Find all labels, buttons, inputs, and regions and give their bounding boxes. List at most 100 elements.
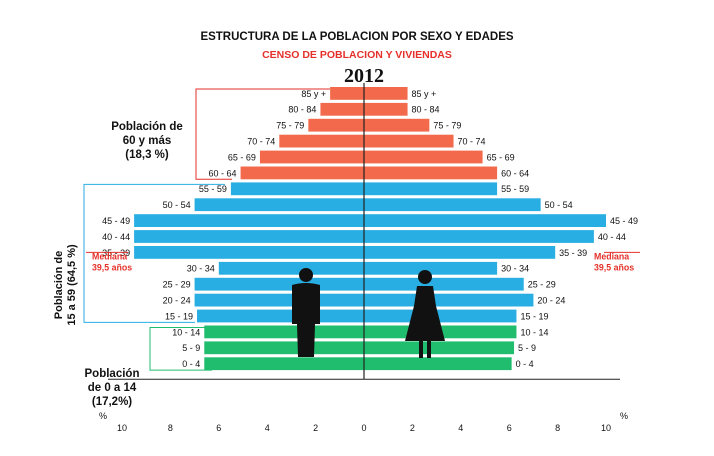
age-label-left-14: 15 - 19	[165, 311, 193, 321]
bar-left-5	[240, 166, 364, 180]
female-leg-left-icon	[419, 341, 423, 358]
bar-left-6	[230, 182, 364, 196]
male-body-icon	[292, 283, 320, 357]
bar-left-0	[330, 87, 364, 100]
age-label-right-5: 60 - 64	[501, 168, 529, 178]
x-tick-label-0: 10	[117, 423, 127, 433]
median-label-right-line-1: 39,5 años	[594, 262, 634, 272]
age-label-left-12: 25 - 29	[163, 280, 191, 290]
group-label-0-14-line-0: Población	[85, 368, 140, 380]
bar-left-10	[134, 246, 364, 259]
x-tick-label-7: 4	[458, 423, 463, 433]
group-label-0-14-line-2: (17,2%)	[92, 396, 132, 408]
age-label-left-6: 55 - 59	[199, 184, 227, 194]
bar-right-16	[364, 341, 515, 355]
bar-left-15	[204, 325, 364, 339]
bar-left-3	[279, 134, 364, 148]
bar-left-4	[259, 150, 364, 164]
age-label-left-1: 80 - 84	[288, 105, 316, 115]
bar-right-12	[364, 277, 524, 291]
age-label-left-9: 40 - 44	[102, 232, 130, 242]
group-label-60-plus-line-0: Población de	[111, 121, 183, 133]
x-tick-label-3: 4	[265, 423, 270, 433]
bar-right-10	[364, 246, 556, 259]
bar-right-2	[364, 118, 430, 132]
age-label-left-8: 45 - 49	[102, 216, 130, 226]
bar-right-4	[364, 150, 483, 164]
age-label-left-16: 5 - 9	[182, 343, 200, 353]
bar-right-17	[364, 357, 512, 371]
bar-right-14	[364, 309, 517, 323]
x-tick-label-5: 0	[361, 423, 366, 433]
median-label-left-line-1: 39,5 años	[92, 262, 132, 272]
age-label-right-9: 40 - 44	[598, 232, 626, 242]
age-label-right-12: 25 - 29	[528, 280, 556, 290]
x-tick-label-1: 8	[168, 423, 173, 433]
bar-right-6	[364, 182, 498, 196]
age-label-right-0: 85 y +	[412, 89, 437, 99]
age-label-right-15: 10 - 14	[520, 327, 548, 337]
x-axis-unit-left: %	[99, 411, 107, 421]
bar-right-5	[364, 166, 498, 180]
annotations-layer: Población de 60 y más (18,3 %) Población de…	[53, 88, 640, 408]
age-label-right-6: 55 - 59	[501, 184, 529, 194]
age-label-right-2: 75 - 79	[433, 121, 461, 131]
bar-right-13	[364, 293, 534, 307]
chart-title: ESTRUCTURA DE LA POBLACION POR SEXO Y ED…	[200, 31, 513, 43]
bar-right-3	[364, 134, 454, 148]
age-label-left-11: 30 - 34	[187, 264, 215, 274]
bar-right-7	[364, 198, 541, 212]
age-label-left-15: 10 - 14	[172, 327, 200, 337]
bar-left-14	[197, 309, 364, 323]
bar-right-0	[364, 87, 408, 100]
bar-left-16	[204, 341, 364, 355]
x-axis: 10 8 6 4 2 0 2 4 6 8 10%%	[99, 378, 628, 433]
age-label-left-2: 75 - 79	[276, 121, 304, 131]
x-tick-label-6: 2	[410, 423, 415, 433]
age-label-left-17: 0 - 4	[182, 359, 200, 369]
group-label-15-59-line-1: 15 a 59 (64,5 %)	[66, 244, 78, 326]
age-label-left-0: 85 y +	[301, 89, 326, 99]
age-label-right-7: 50 - 54	[545, 200, 573, 210]
female-leg-right-icon	[427, 341, 431, 358]
age-label-right-1: 80 - 84	[412, 105, 440, 115]
bar-left-2	[308, 118, 364, 132]
bar-left-7	[194, 198, 364, 212]
bar-left-9	[134, 230, 364, 243]
age-label-right-13: 20 - 24	[537, 296, 565, 306]
bracket-60-plus	[195, 88, 330, 180]
age-label-left-13: 20 - 24	[163, 296, 191, 306]
age-label-right-11: 30 - 34	[501, 264, 529, 274]
bar-left-12	[194, 277, 364, 291]
bar-left-1	[320, 102, 364, 116]
group-label-60-plus-line-1: 60 y más	[123, 135, 172, 147]
age-label-left-7: 50 - 54	[163, 200, 191, 210]
bar-left-17	[204, 357, 364, 371]
bar-right-11	[364, 261, 498, 275]
x-tick-label-10: 10	[601, 423, 611, 433]
x-axis-unit-right: %	[620, 411, 628, 421]
bar-right-8	[364, 214, 606, 227]
x-tick-label-2: 6	[216, 423, 221, 433]
female-head-icon	[418, 270, 432, 284]
group-label-15-59-line-0: Población de	[53, 251, 65, 319]
chart-subtitle: CENSO DE POBLACION Y VIVIENDAS	[262, 49, 452, 61]
age-label-right-8: 45 - 49	[610, 216, 638, 226]
male-head-icon	[299, 268, 313, 282]
age-label-left-4: 65 - 69	[228, 152, 256, 162]
age-label-right-10: 35 - 39	[559, 248, 587, 258]
bar-left-8	[134, 214, 364, 227]
median-label-right-line-0: Mediana	[594, 251, 629, 261]
x-tick-label-9: 8	[555, 423, 560, 433]
age-label-left-5: 60 - 64	[209, 168, 237, 178]
male-figure-icon	[292, 268, 320, 357]
age-label-left-3: 70 - 74	[247, 137, 275, 147]
age-label-right-14: 15 - 19	[520, 311, 548, 321]
group-label-0-14-line-1: de 0 a 14	[88, 382, 137, 394]
bar-right-1	[364, 102, 408, 116]
age-label-right-4: 65 - 69	[487, 152, 515, 162]
bar-left-13	[194, 293, 364, 307]
group-label-15-59: Población de15 a 59 (64,5 %)	[53, 244, 78, 326]
x-tick-label-8: 6	[507, 423, 512, 433]
